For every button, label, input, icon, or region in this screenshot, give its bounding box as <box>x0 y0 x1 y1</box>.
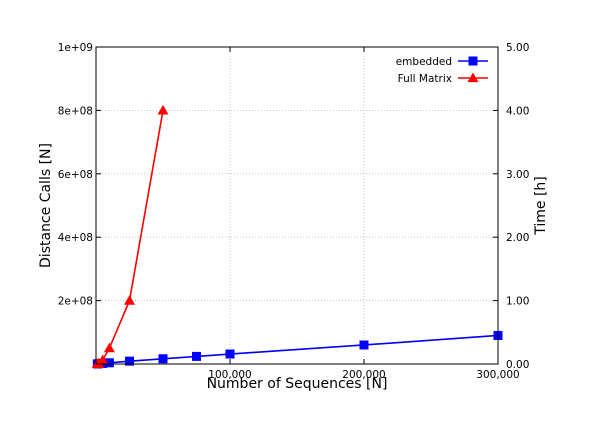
y2-axis-title: Time [h] <box>533 176 549 236</box>
data-point-full-matrix <box>97 354 109 365</box>
x-axis-title: Number of Sequences [N] <box>207 376 388 392</box>
legend-marker <box>467 72 479 83</box>
grid <box>96 47 498 364</box>
y2-tick-label: 1.00 <box>506 296 529 308</box>
axis-ticks: 100,000 200,000 300,000 2e+08 4e+08 6e+08 8e+0… <box>58 42 530 381</box>
y2-tick-label: 5.00 <box>506 42 529 54</box>
y-tick-label: 6e+08 <box>58 169 93 181</box>
plot-frame <box>95 46 499 365</box>
series-embedded <box>92 330 503 369</box>
y-tick-label: 8e+08 <box>58 105 93 117</box>
data-point-full-matrix <box>157 104 169 115</box>
data-point-embedded <box>125 356 134 366</box>
y2-tick-label: 0.00 <box>506 359 529 371</box>
y-tick-label: 4e+08 <box>58 232 93 244</box>
y2-tick-label: 3.00 <box>506 169 529 181</box>
data-point-embedded <box>158 354 168 364</box>
legend-label: Full Matrix <box>398 73 452 85</box>
y-tick-label: 2e+08 <box>58 296 93 308</box>
series-line-embedded <box>97 334 499 365</box>
data-point-embedded <box>192 351 201 361</box>
legend-item-full-matrix: Full Matrix <box>398 72 488 85</box>
legend-label: embedded <box>396 56 452 68</box>
data-point-full-matrix <box>124 295 135 305</box>
data-point-full-matrix <box>103 342 115 353</box>
y-axis-title: Distance Calls [N] <box>38 143 54 268</box>
x-tick-label: 200,000 <box>342 369 385 381</box>
legend-marker <box>468 56 478 66</box>
series-full-matrix <box>91 104 169 368</box>
data-point-embedded <box>104 358 114 368</box>
legend-item-embedded: embedded <box>396 56 488 68</box>
data-point-embedded <box>359 340 369 350</box>
x-tick-label: 100,000 <box>208 369 251 381</box>
legend: embedded Full Matrix <box>396 56 488 85</box>
data-point-embedded <box>225 349 235 359</box>
y-tick-label: 1e+09 <box>58 42 93 54</box>
plot-series <box>91 104 503 369</box>
x-tick-label: 300,000 <box>476 369 519 381</box>
y2-tick-label: 4.00 <box>506 105 529 117</box>
y2-tick-label: 2.00 <box>506 232 529 244</box>
